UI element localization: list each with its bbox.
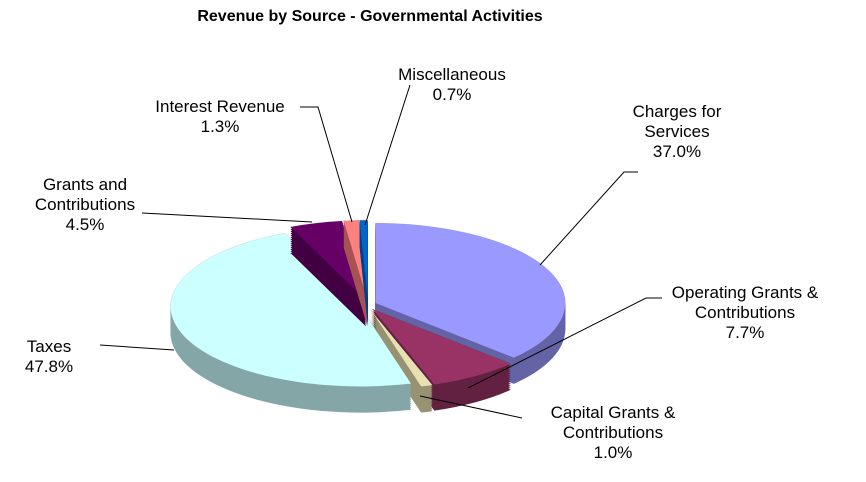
slice-side bbox=[343, 228, 368, 309]
leader-line bbox=[419, 395, 523, 419]
category-name: Interest Revenue bbox=[155, 97, 285, 116]
slice bbox=[343, 220, 368, 327]
slice-label: Operating Grants & Contributions 7.7% bbox=[640, 283, 850, 343]
value-label: 1.0% bbox=[593, 443, 633, 462]
slice-label: Miscellaneous 0.7% bbox=[372, 65, 532, 105]
slice-side bbox=[343, 244, 368, 325]
category-name: Grants and Contributions bbox=[34, 175, 136, 214]
leader-line bbox=[99, 344, 175, 351]
value-label: 47.8% bbox=[24, 357, 74, 376]
category-name: Taxes bbox=[26, 337, 72, 356]
leader-line bbox=[539, 171, 638, 266]
slice-top bbox=[371, 308, 512, 385]
leader-line bbox=[141, 212, 313, 223]
value-label: 4.5% bbox=[65, 215, 105, 234]
slice-label: Grants and Contributions 4.5% bbox=[20, 175, 150, 235]
slice-side bbox=[343, 238, 368, 319]
slice-side bbox=[343, 240, 368, 321]
slice bbox=[370, 309, 433, 413]
slice-side bbox=[343, 242, 368, 323]
category-name: Operating Grants & Contributions bbox=[671, 283, 819, 322]
value-label: 1.3% bbox=[200, 117, 240, 136]
leader-line bbox=[467, 297, 662, 389]
slice-side bbox=[343, 246, 368, 327]
slice-top bbox=[359, 219, 369, 301]
value-label: 0.7% bbox=[432, 85, 472, 104]
slice-top bbox=[370, 309, 433, 387]
value-label: 7.7% bbox=[725, 323, 765, 342]
slice-label: Interest Revenue 1.3% bbox=[120, 97, 320, 137]
slice bbox=[359, 219, 369, 327]
slice-side bbox=[343, 236, 368, 317]
slice bbox=[170, 232, 412, 413]
slice-label: Capital Grants & Contributions 1.0% bbox=[528, 403, 698, 463]
slice-label: Charges for Services 37.0% bbox=[612, 102, 742, 162]
slice-side bbox=[343, 224, 368, 305]
slice-top bbox=[375, 222, 566, 359]
slice-side bbox=[343, 232, 368, 313]
slice-label: Taxes 47.8% bbox=[4, 337, 94, 377]
slice-side bbox=[343, 234, 368, 315]
slice-top bbox=[170, 232, 412, 387]
leader-line bbox=[364, 84, 411, 226]
slices bbox=[170, 219, 566, 413]
slice-side bbox=[343, 222, 368, 303]
category-name: Miscellaneous bbox=[398, 65, 506, 84]
slice-side bbox=[343, 230, 368, 311]
slice bbox=[375, 222, 566, 384]
category-name: Charges for Services bbox=[632, 102, 722, 141]
leader-line bbox=[300, 106, 353, 223]
chart-title: Revenue by Source - Governmental Activit… bbox=[197, 8, 543, 25]
category-name: Capital Grants & Contributions bbox=[550, 403, 676, 442]
slice-side bbox=[343, 226, 368, 307]
value-label: 37.0% bbox=[652, 142, 702, 161]
